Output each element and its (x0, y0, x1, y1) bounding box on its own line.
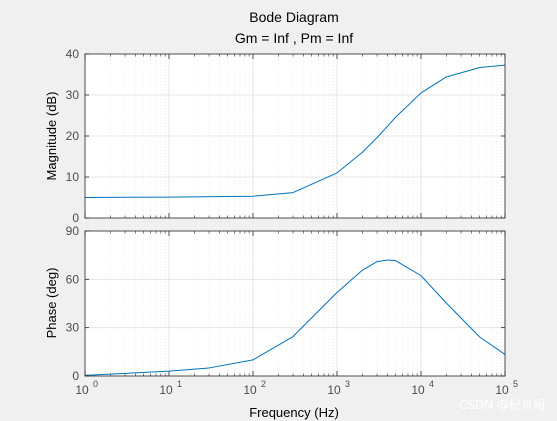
magnitude-ylabel: Magnitude (dB) (44, 92, 59, 181)
magnitude-ytick-label: 0 (72, 211, 79, 225)
phase-ytick-label: 0 (72, 369, 79, 383)
frequency-xlabel: Frequency (Hz) (249, 405, 339, 420)
xtick-label: 10 (495, 383, 509, 397)
xtick-label-exponent: 4 (429, 379, 434, 389)
xtick-label: 10 (159, 383, 173, 397)
magnitude-ytick-label: 20 (66, 129, 80, 143)
magnitude-series-line (84, 64, 506, 198)
xtick-label: 10 (411, 383, 425, 397)
xtick-label-exponent: 0 (93, 379, 98, 389)
phase-axes-box (84, 230, 506, 377)
xtick-label: 10 (243, 383, 257, 397)
phase-ytick-label: 60 (66, 272, 80, 286)
phase-ytick-label: 30 (66, 321, 80, 335)
xtick-label-exponent: 1 (177, 379, 182, 389)
chart-title: Bode Diagram (249, 9, 339, 25)
xtick-label: 10 (75, 383, 89, 397)
magnitude-ytick-label: 10 (66, 170, 80, 184)
magnitude-axes-box (84, 53, 506, 219)
magnitude-axes: 0 10 20 30 40 (66, 47, 506, 225)
magnitude-ytick-label: 30 (66, 88, 80, 102)
xtick-label-exponent: 3 (345, 379, 350, 389)
phase-ylabel: Phase (deg) (44, 268, 59, 339)
watermark-text: CSDN @纪肖姆 (459, 398, 545, 412)
chart-subtitle: Gm = Inf , Pm = Inf (235, 30, 353, 46)
phase-series-line (84, 259, 506, 376)
phase-ytick-label: 90 (66, 224, 80, 238)
xtick-label: 10 (327, 383, 341, 397)
xtick-label-exponent: 5 (513, 379, 518, 389)
xtick-label-exponent: 2 (261, 379, 266, 389)
phase-plot-area (85, 231, 505, 376)
magnitude-ytick-label: 40 (66, 47, 80, 61)
